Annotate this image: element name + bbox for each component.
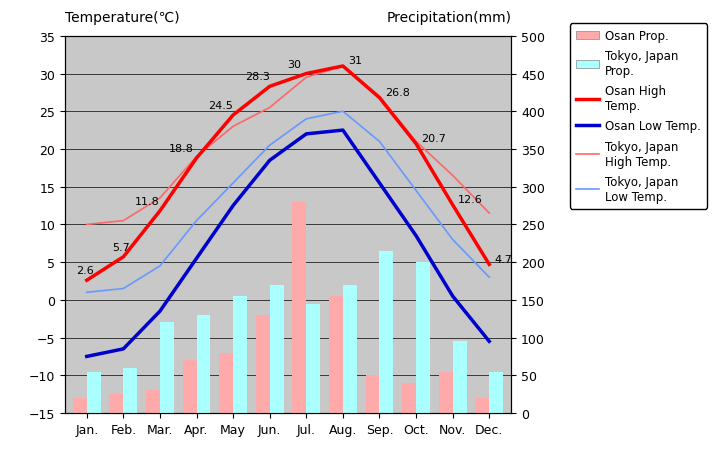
Text: 2.6: 2.6 <box>76 266 94 276</box>
Bar <box>146 391 160 413</box>
Bar <box>233 297 247 413</box>
Bar <box>475 398 490 413</box>
Legend: Osan Prop., Tokyo, Japan
Prop., Osan High
Temp., Osan Low Temp., Tokyo, Japan
Hi: Osan Prop., Tokyo, Japan Prop., Osan Hig… <box>570 24 707 209</box>
Bar <box>292 202 306 413</box>
Bar <box>183 360 197 413</box>
Bar <box>123 368 138 413</box>
Text: 5.7: 5.7 <box>112 242 130 252</box>
Bar <box>453 341 467 413</box>
Bar <box>438 372 453 413</box>
Bar <box>490 372 503 413</box>
Bar <box>402 383 416 413</box>
Bar <box>109 394 123 413</box>
Bar <box>256 315 270 413</box>
Text: 26.8: 26.8 <box>385 88 410 98</box>
Text: 18.8: 18.8 <box>168 144 194 154</box>
Text: 28.3: 28.3 <box>245 72 269 82</box>
Bar <box>329 297 343 413</box>
Bar <box>379 251 393 413</box>
Bar <box>160 323 174 413</box>
Bar <box>86 372 101 413</box>
Bar <box>343 285 357 413</box>
Bar <box>306 304 320 413</box>
Bar <box>366 375 379 413</box>
Text: 24.5: 24.5 <box>208 101 233 111</box>
Text: Precipitation(mm): Precipitation(mm) <box>386 11 511 25</box>
Bar <box>197 315 210 413</box>
Text: 11.8: 11.8 <box>135 196 160 207</box>
Text: 30: 30 <box>287 60 301 69</box>
Bar <box>219 353 233 413</box>
Bar <box>73 398 86 413</box>
Text: 4.7: 4.7 <box>495 254 513 264</box>
Text: 12.6: 12.6 <box>458 195 483 205</box>
Text: Temperature(℃): Temperature(℃) <box>65 11 179 25</box>
Text: 31: 31 <box>348 56 362 66</box>
Bar <box>270 285 284 413</box>
Text: 20.7: 20.7 <box>422 134 446 144</box>
Bar <box>416 263 430 413</box>
